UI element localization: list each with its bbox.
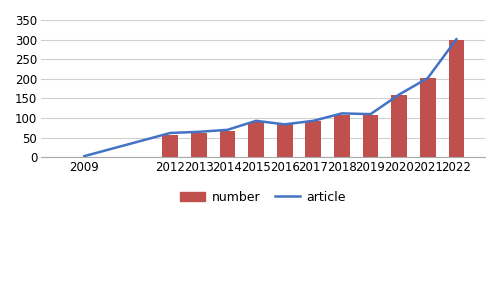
Bar <box>448 40 464 157</box>
Bar <box>162 134 178 157</box>
Bar <box>306 121 321 157</box>
Bar <box>248 122 264 157</box>
Bar <box>420 78 436 157</box>
Bar <box>191 132 206 157</box>
Bar <box>334 115 350 157</box>
Bar <box>392 95 407 157</box>
Legend: number, article: number, article <box>176 186 351 209</box>
Bar <box>362 115 378 157</box>
Bar <box>220 131 236 157</box>
Bar <box>277 124 292 157</box>
